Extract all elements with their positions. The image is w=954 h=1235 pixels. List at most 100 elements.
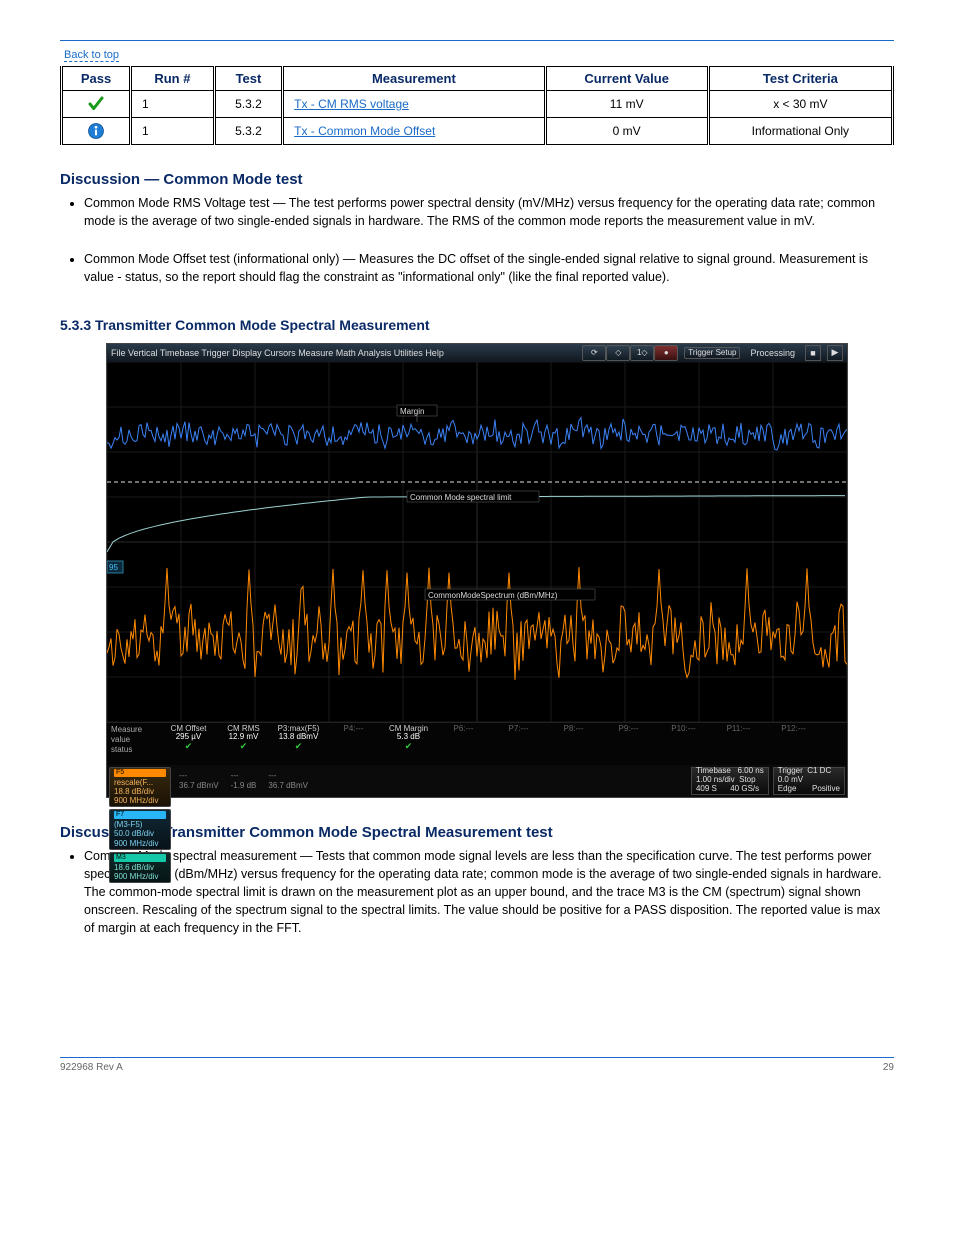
menu-display[interactable]: Display xyxy=(232,348,262,358)
meas-status-icon: ✔ xyxy=(185,742,193,752)
col-pass: Pass xyxy=(62,67,131,91)
toolbar-button-3[interactable]: ● xyxy=(654,345,678,361)
trigger-title: Trigger xyxy=(778,766,803,775)
menu-cursors[interactable]: Cursors xyxy=(264,348,296,358)
meas-status-icon: ✔ xyxy=(405,742,413,752)
menu-vertical[interactable]: Vertical xyxy=(128,348,158,358)
info-readout: ---36.7 dBmV xyxy=(175,767,223,795)
meas-name: P7:--- xyxy=(509,725,529,734)
meas-status-icon: ✔ xyxy=(295,742,303,752)
scope-menubar: File Vertical Timebase Trigger Display C… xyxy=(107,344,847,362)
svg-text:CommonModeSpectrum (dBm/MHz): CommonModeSpectrum (dBm/MHz) xyxy=(428,591,558,600)
timebase-samples: 409 S 40 GS/s xyxy=(696,785,764,794)
table-row: 15.3.2 Tx - CM RMS voltage 11 mVx < 30 mV xyxy=(62,91,893,118)
svg-text:Common Mode spectral limit: Common Mode spectral limit xyxy=(410,493,512,502)
svg-text:Margin: Margin xyxy=(400,407,424,416)
meas-name: P6:--- xyxy=(454,725,474,734)
menu-help[interactable]: Help xyxy=(425,348,444,358)
pass-icon-check xyxy=(62,91,131,118)
meas-col: P3:max(F5)13.8 dBmV✔ xyxy=(271,725,326,765)
top-rule xyxy=(60,40,894,41)
menu-analysis[interactable]: Analysis xyxy=(358,348,392,358)
menu-measure[interactable]: Measure xyxy=(298,348,333,358)
discussion-cm-bullets: Common Mode RMS Voltage test — The test … xyxy=(84,194,894,287)
col-measure: Measurement xyxy=(283,67,546,91)
menu-math[interactable]: Math xyxy=(336,348,356,358)
cell-current: 11 mV xyxy=(545,91,708,118)
toolbar-button-1[interactable]: ◇ xyxy=(606,345,630,361)
discussion-spectral-title: Discussion — Transmitter Common Mode Spe… xyxy=(60,824,894,841)
cell-run: 1 xyxy=(131,91,215,118)
channel-chip-f5[interactable]: F5rescale(F...18.8 dB/div900 MHz/div xyxy=(109,767,171,808)
channel-chip-f7[interactable]: F7(M3-F5)50.0 dB/div900 MHz/div xyxy=(109,809,171,850)
menu-utilities[interactable]: Utilities xyxy=(394,348,423,358)
cell-run: 1 xyxy=(131,118,215,145)
meas-col: P6:--- xyxy=(436,725,491,765)
scope-info-row: F5rescale(F...18.8 dB/div900 MHz/divF7(M… xyxy=(107,765,847,797)
trigger-mode: Edge Positive xyxy=(778,785,840,794)
spectral-section-heading: 5.3.3 Transmitter Common Mode Spectral M… xyxy=(60,317,894,333)
table-row: 15.3.2 Tx - Common Mode Offset 0 mVInforma… xyxy=(62,118,893,145)
meas-name: P11:--- xyxy=(727,725,751,734)
bullet-item: Common Mode RMS Voltage test — The test … xyxy=(84,194,894,230)
svg-text:95: 95 xyxy=(109,563,118,572)
meas-name: P8:--- xyxy=(564,725,584,734)
meas-status-icon: ✔ xyxy=(240,742,248,752)
toolbar-button-2[interactable]: 1◇ xyxy=(630,345,654,361)
processing-label: Processing xyxy=(746,348,799,358)
meas-col: P11:--- xyxy=(711,725,766,765)
toolbar-button-0[interactable]: ⟳ xyxy=(582,345,606,361)
meas-label-measure: Measure xyxy=(111,725,161,735)
footer-page: 29 xyxy=(883,1062,894,1073)
play-button[interactable]: ▶ xyxy=(827,345,843,361)
col-run: Run # xyxy=(131,67,215,91)
scope-plot: Common Mode spectral limit Margin CommonMo… xyxy=(107,362,847,722)
meas-label-status: status xyxy=(111,745,161,755)
meas-col: CM Offset295 µV✔ xyxy=(161,725,216,765)
meas-col: CM RMS12.9 mV✔ xyxy=(216,725,271,765)
col-current: Current Value xyxy=(545,67,708,91)
meas-col: P4:--- xyxy=(326,725,381,765)
meas-col: P8:--- xyxy=(546,725,601,765)
menu-timebase[interactable]: Timebase xyxy=(160,348,199,358)
meas-col: P9:--- xyxy=(601,725,656,765)
cell-criteria: Informational Only xyxy=(708,118,892,145)
back-to-top-link[interactable]: Back to top xyxy=(64,49,119,62)
cell-measurement: Tx - Common Mode Offset xyxy=(283,118,546,145)
meas-name: P12:--- xyxy=(781,725,805,734)
meas-col: P7:--- xyxy=(491,725,546,765)
trigger-source: C1 DC xyxy=(807,766,831,775)
channel-chip-m3[interactable]: M318.6 dB/div900 MHz/div xyxy=(109,852,171,883)
meas-col: CM Margin5.3 dB✔ xyxy=(381,725,436,765)
discussion-spectral-bullets: Common Mode spectral measurement — Tests… xyxy=(84,847,894,938)
stop-button[interactable]: ■ xyxy=(805,345,821,361)
meas-name: P4:--- xyxy=(344,725,364,734)
info-readout: ----1.9 dB xyxy=(227,767,261,795)
timebase-delay: 6.00 ns xyxy=(737,766,763,775)
measurement-link[interactable]: Tx - Common Mode Offset xyxy=(294,124,435,138)
meas-col: P12:--- xyxy=(766,725,821,765)
pass-icon-info xyxy=(62,118,131,145)
discussion-cm-title: Discussion — Common Mode test xyxy=(60,171,894,188)
meas-label-value: value xyxy=(111,735,161,745)
oscilloscope-screenshot: File Vertical Timebase Trigger Display C… xyxy=(106,343,848,798)
menu-file[interactable]: File xyxy=(111,348,126,358)
timebase-box[interactable]: Timebase 6.00 ns 1.00 ns/div Stop 409 S … xyxy=(691,767,769,795)
trigger-setup-button[interactable]: Trigger Setup xyxy=(684,347,740,359)
bullet-item: Common Mode Offset test (informational o… xyxy=(84,250,894,286)
cell-criteria: x < 30 mV xyxy=(708,91,892,118)
cell-current: 0 mV xyxy=(545,118,708,145)
meas-name: P9:--- xyxy=(619,725,639,734)
menu-trigger[interactable]: Trigger xyxy=(201,348,229,358)
meas-name: P10:--- xyxy=(671,725,695,734)
bullet-item: Common Mode spectral measurement — Tests… xyxy=(84,847,894,938)
trigger-box[interactable]: Trigger C1 DC 0.0 mV Edge Positive xyxy=(773,767,845,795)
meas-col: P10:--- xyxy=(656,725,711,765)
scope-measure-row: Measure value status CM Offset295 µV✔CM … xyxy=(107,722,847,765)
cell-test: 5.3.2 xyxy=(214,118,282,145)
cell-test: 5.3.2 xyxy=(214,91,282,118)
measurement-link[interactable]: Tx - CM RMS voltage xyxy=(294,97,409,111)
results-table: Pass Run # Test Measurement Current Valu… xyxy=(60,66,894,145)
footer-rev: 922968 Rev A xyxy=(60,1062,123,1073)
col-test: Test xyxy=(214,67,282,91)
